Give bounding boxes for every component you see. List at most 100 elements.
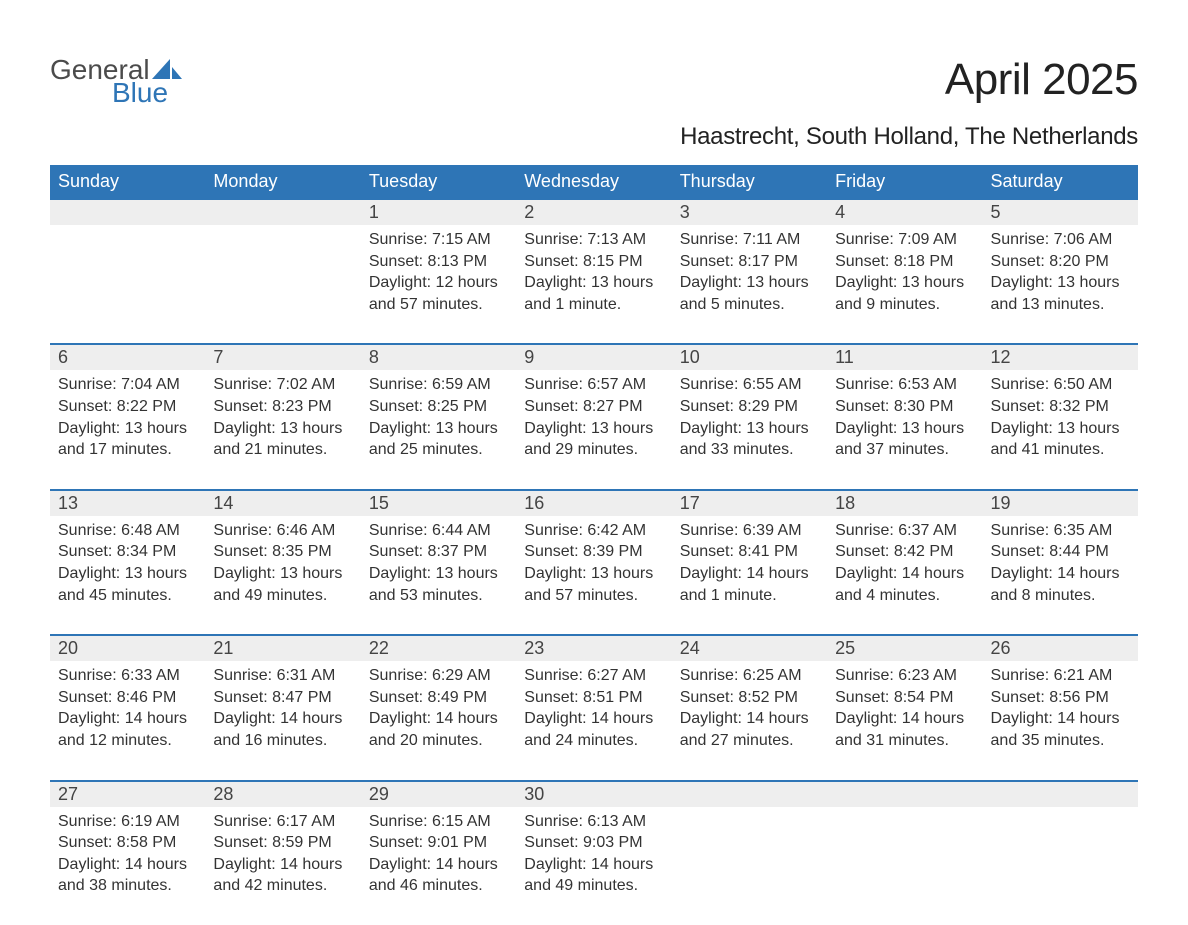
dayheader-saturday: Saturday	[983, 165, 1138, 199]
day-sun-info: Sunrise: 7:09 AM Sunset: 8:18 PM Dayligh…	[835, 229, 974, 315]
day-number: 7	[213, 347, 223, 367]
title-block: April 2025 Haastrecht, South Holland, Th…	[680, 55, 1138, 151]
day-number: 12	[991, 347, 1011, 367]
day-number-cell: 21	[205, 635, 360, 661]
day-sun-info: Sunrise: 6:27 AM Sunset: 8:51 PM Dayligh…	[524, 665, 663, 751]
week-content-row: Sunrise: 6:33 AM Sunset: 8:46 PM Dayligh…	[50, 661, 1138, 780]
day-content-cell: Sunrise: 7:11 AM Sunset: 8:17 PM Dayligh…	[672, 225, 827, 344]
day-sun-info: Sunrise: 6:59 AM Sunset: 8:25 PM Dayligh…	[369, 374, 508, 460]
day-number: 25	[835, 638, 855, 658]
day-sun-info: Sunrise: 6:17 AM Sunset: 8:59 PM Dayligh…	[213, 811, 352, 897]
day-content-cell: Sunrise: 7:13 AM Sunset: 8:15 PM Dayligh…	[516, 225, 671, 344]
week-content-row: Sunrise: 7:04 AM Sunset: 8:22 PM Dayligh…	[50, 370, 1138, 489]
day-number-cell: 23	[516, 635, 671, 661]
day-content-cell: Sunrise: 6:37 AM Sunset: 8:42 PM Dayligh…	[827, 516, 982, 635]
day-number-cell: 2	[516, 199, 671, 225]
day-number-cell: 15	[361, 490, 516, 516]
day-number-cell: 14	[205, 490, 360, 516]
day-content-cell	[672, 807, 827, 925]
dayheader-sunday: Sunday	[50, 165, 205, 199]
week-daynum-row: 27282930	[50, 781, 1138, 807]
day-sun-info: Sunrise: 7:04 AM Sunset: 8:22 PM Dayligh…	[58, 374, 197, 460]
week-content-row: Sunrise: 6:19 AM Sunset: 8:58 PM Dayligh…	[50, 807, 1138, 925]
day-number-cell	[672, 781, 827, 807]
day-number: 5	[991, 202, 1001, 222]
day-number-cell: 29	[361, 781, 516, 807]
day-content-cell: Sunrise: 6:50 AM Sunset: 8:32 PM Dayligh…	[983, 370, 1138, 489]
day-number-cell: 12	[983, 344, 1138, 370]
day-number-cell	[50, 199, 205, 225]
day-number: 1	[369, 202, 379, 222]
day-content-cell: Sunrise: 6:46 AM Sunset: 8:35 PM Dayligh…	[205, 516, 360, 635]
day-number: 10	[680, 347, 700, 367]
day-content-cell: Sunrise: 6:48 AM Sunset: 8:34 PM Dayligh…	[50, 516, 205, 635]
dayheader-friday: Friday	[827, 165, 982, 199]
day-number: 19	[991, 493, 1011, 513]
day-number: 29	[369, 784, 389, 804]
day-number-cell: 1	[361, 199, 516, 225]
day-content-cell: Sunrise: 6:42 AM Sunset: 8:39 PM Dayligh…	[516, 516, 671, 635]
day-number: 30	[524, 784, 544, 804]
day-sun-info: Sunrise: 6:44 AM Sunset: 8:37 PM Dayligh…	[369, 520, 508, 606]
day-number: 11	[835, 347, 854, 367]
location-subtitle: Haastrecht, South Holland, The Netherlan…	[680, 123, 1138, 151]
day-number-cell: 4	[827, 199, 982, 225]
day-number-cell: 25	[827, 635, 982, 661]
dayheader-monday: Monday	[205, 165, 360, 199]
day-content-cell: Sunrise: 6:35 AM Sunset: 8:44 PM Dayligh…	[983, 516, 1138, 635]
day-number: 15	[369, 493, 389, 513]
day-sun-info: Sunrise: 6:13 AM Sunset: 9:03 PM Dayligh…	[524, 811, 663, 897]
day-number-cell: 16	[516, 490, 671, 516]
day-number: 6	[58, 347, 68, 367]
day-number: 17	[680, 493, 700, 513]
day-content-cell: Sunrise: 6:23 AM Sunset: 8:54 PM Dayligh…	[827, 661, 982, 780]
header: General Blue April 2025 Haastrecht, Sout…	[50, 55, 1138, 151]
logo-word-blue: Blue	[50, 78, 182, 107]
day-number-cell	[205, 199, 360, 225]
day-sun-info: Sunrise: 6:37 AM Sunset: 8:42 PM Dayligh…	[835, 520, 974, 606]
day-content-cell	[827, 807, 982, 925]
day-number: 24	[680, 638, 700, 658]
day-sun-info: Sunrise: 6:19 AM Sunset: 8:58 PM Dayligh…	[58, 811, 197, 897]
day-content-cell: Sunrise: 7:02 AM Sunset: 8:23 PM Dayligh…	[205, 370, 360, 489]
day-sun-info: Sunrise: 6:21 AM Sunset: 8:56 PM Dayligh…	[991, 665, 1130, 751]
day-content-cell	[983, 807, 1138, 925]
day-number: 9	[524, 347, 534, 367]
dayheader-thursday: Thursday	[672, 165, 827, 199]
day-number-cell: 5	[983, 199, 1138, 225]
dayheader-tuesday: Tuesday	[361, 165, 516, 199]
week-daynum-row: 13 14 15 16 17 18 19	[50, 490, 1138, 516]
day-number-cell: 13	[50, 490, 205, 516]
day-content-cell: Sunrise: 6:17 AM Sunset: 8:59 PM Dayligh…	[205, 807, 360, 925]
day-content-cell: Sunrise: 6:27 AM Sunset: 8:51 PM Dayligh…	[516, 661, 671, 780]
day-number-cell: 8	[361, 344, 516, 370]
day-content-cell: Sunrise: 6:25 AM Sunset: 8:52 PM Dayligh…	[672, 661, 827, 780]
day-content-cell: Sunrise: 6:59 AM Sunset: 8:25 PM Dayligh…	[361, 370, 516, 489]
week-daynum-row: 20212223242526	[50, 635, 1138, 661]
day-sun-info: Sunrise: 6:25 AM Sunset: 8:52 PM Dayligh…	[680, 665, 819, 751]
day-sun-info: Sunrise: 6:42 AM Sunset: 8:39 PM Dayligh…	[524, 520, 663, 606]
day-number: 28	[213, 784, 233, 804]
week-daynum-row: 6 7 89 10 11 12	[50, 344, 1138, 370]
week-content-row: Sunrise: 7:15 AM Sunset: 8:13 PM Dayligh…	[50, 225, 1138, 344]
day-content-cell: Sunrise: 6:15 AM Sunset: 9:01 PM Dayligh…	[361, 807, 516, 925]
day-content-cell: Sunrise: 7:15 AM Sunset: 8:13 PM Dayligh…	[361, 225, 516, 344]
day-number-cell: 6	[50, 344, 205, 370]
day-content-cell: Sunrise: 6:33 AM Sunset: 8:46 PM Dayligh…	[50, 661, 205, 780]
day-number: 22	[369, 638, 389, 658]
day-sun-info: Sunrise: 6:53 AM Sunset: 8:30 PM Dayligh…	[835, 374, 974, 460]
day-sun-info: Sunrise: 7:11 AM Sunset: 8:17 PM Dayligh…	[680, 229, 819, 315]
day-number-cell: 11	[827, 344, 982, 370]
day-sun-info: Sunrise: 6:55 AM Sunset: 8:29 PM Dayligh…	[680, 374, 819, 460]
day-sun-info: Sunrise: 6:57 AM Sunset: 8:27 PM Dayligh…	[524, 374, 663, 460]
day-content-cell: Sunrise: 7:06 AM Sunset: 8:20 PM Dayligh…	[983, 225, 1138, 344]
day-sun-info: Sunrise: 7:02 AM Sunset: 8:23 PM Dayligh…	[213, 374, 352, 460]
day-number: 4	[835, 202, 845, 222]
day-number-cell: 18	[827, 490, 982, 516]
day-number: 13	[58, 493, 78, 513]
day-content-cell: Sunrise: 6:19 AM Sunset: 8:58 PM Dayligh…	[50, 807, 205, 925]
day-sun-info: Sunrise: 6:39 AM Sunset: 8:41 PM Dayligh…	[680, 520, 819, 606]
day-content-cell: Sunrise: 7:04 AM Sunset: 8:22 PM Dayligh…	[50, 370, 205, 489]
day-number: 21	[213, 638, 233, 658]
day-content-cell	[50, 225, 205, 344]
